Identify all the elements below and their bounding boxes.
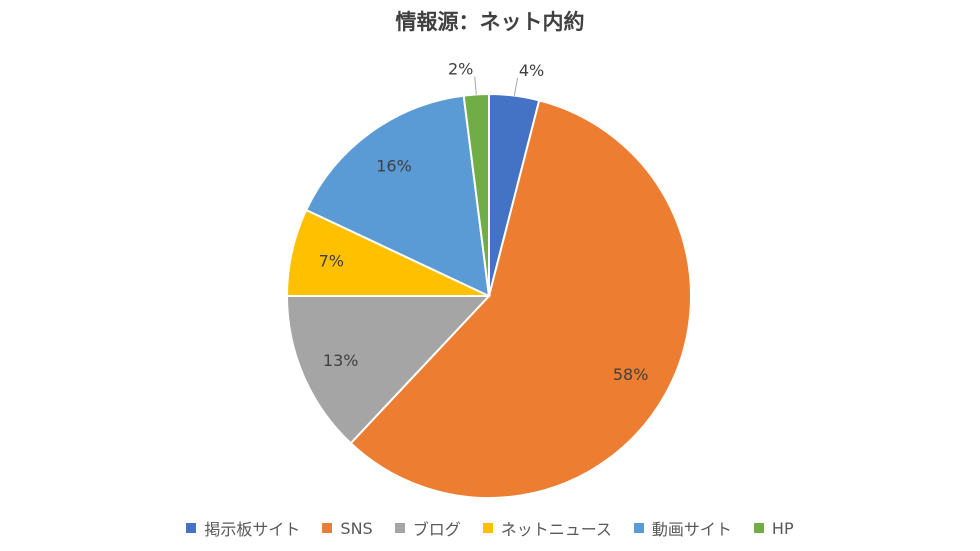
- legend-label: SNS: [340, 518, 373, 538]
- legend-label: 掲示板サイト: [204, 520, 301, 539]
- legend-label: ブログ: [412, 520, 461, 539]
- data-label-5: 16%: [376, 156, 412, 175]
- data-labels: 4% 58% 13% 7% 16% 2%: [319, 59, 649, 383]
- data-label-3: 13%: [323, 351, 359, 370]
- pie-slice-5: [304, 94, 491, 298]
- data-label-2: 58%: [613, 365, 649, 384]
- legend-swatch: [394, 523, 405, 533]
- legend-item-1: 掲示板サイト: [186, 516, 300, 540]
- leader-lines: [474, 76, 519, 96]
- legend-label: HP: [771, 518, 794, 538]
- legend-swatch: [186, 523, 197, 533]
- legend-item-4: ネットニュース: [482, 516, 612, 540]
- leader-line-1: [513, 77, 519, 96]
- pie-slices: [285, 92, 692, 499]
- legend-swatch: [322, 523, 333, 533]
- legend-label: 動画サイト: [651, 520, 732, 539]
- chart-title: 情報源：ネット内約: [395, 10, 585, 34]
- legend-item-2: SNS: [322, 518, 373, 538]
- legend-swatch: [753, 523, 764, 533]
- legend-label: ネットニュース: [500, 520, 612, 539]
- legend-item-3: ブログ: [394, 516, 461, 540]
- pie-slice-2: [349, 99, 692, 499]
- legend-item-5: 動画サイト: [633, 516, 732, 540]
- data-label-1: 4%: [519, 61, 544, 80]
- leader-line-6: [474, 76, 477, 95]
- legend-swatch: [482, 523, 493, 533]
- data-label-4: 7%: [319, 252, 344, 271]
- legend: 掲示板サイト SNS ブログ ネットニュース 動画サイト HP: [0, 516, 980, 540]
- data-label-6: 2%: [448, 59, 473, 78]
- legend-item-6: HP: [753, 518, 794, 538]
- pie-slice-3: [285, 295, 492, 445]
- legend-swatch: [633, 523, 644, 533]
- pie-slice-6: [462, 92, 490, 297]
